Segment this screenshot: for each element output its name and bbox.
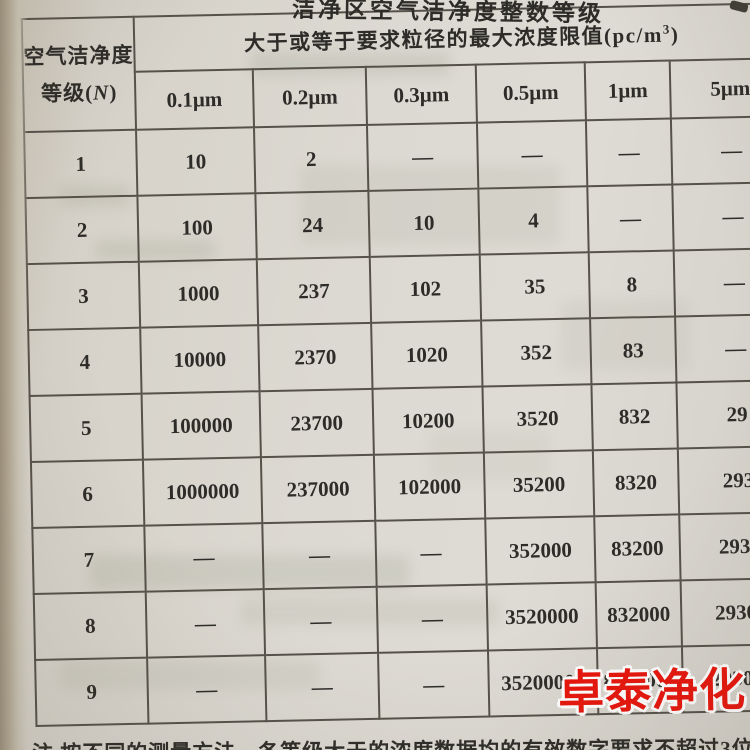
cell-value: — [673, 247, 750, 317]
row-header-title: 空气洁净度 等级(N) [21, 16, 137, 133]
cell-value: 352 [481, 318, 592, 387]
cell-value: — [376, 584, 489, 653]
cell-value: — [145, 589, 266, 658]
bleed-through-artifact [95, 240, 215, 260]
cell-value: 3520000 [486, 582, 597, 651]
cell-value: 29300 [680, 577, 750, 647]
cell-class: 8 [33, 591, 148, 660]
cell-value: — [263, 586, 379, 656]
cell-value: 102000 [373, 452, 486, 521]
bleed-through-artifact [60, 185, 130, 207]
cell-value: — [144, 523, 264, 592]
row-header-line2: 等级(N) [40, 79, 118, 106]
cell-class: 7 [32, 525, 146, 594]
cell-value: 352000 [485, 516, 596, 585]
cell-value: 832000 [595, 580, 682, 649]
cell-value: — [585, 118, 673, 187]
cell-value: 1000 [138, 259, 259, 328]
cell-value: 4 [478, 186, 589, 255]
page-left-edge [0, 0, 28, 750]
cell-value: — [378, 650, 490, 719]
cell-value: — [675, 313, 750, 383]
cell-value: — [672, 182, 750, 251]
cell-value: 100 [137, 193, 257, 262]
cell-value: 10 [136, 127, 256, 196]
cell-class: 2 [25, 195, 139, 265]
cell-value: — [262, 520, 377, 590]
cell-value: 102 [369, 254, 482, 323]
table-caption: 洁净区空气洁净度整数等级 [291, 0, 605, 27]
cell-value: 83200 [594, 514, 681, 583]
cell-value: — [366, 122, 479, 191]
cell-value: 10 [368, 188, 480, 257]
cell-class: 6 [30, 459, 145, 528]
bleed-through-artifact [240, 598, 500, 626]
cell-value: 237000 [260, 454, 376, 524]
bleed-through-artifact [300, 165, 560, 245]
table-footnote: 注 按不同的测量方法，各等级大于的浓度数据均的有效数字要求不超过3位 [32, 732, 750, 750]
cell-value: 2930 [679, 511, 750, 581]
cell-value: 10000 [140, 325, 260, 394]
cell-value: 100000 [141, 391, 261, 460]
cell-value: — [587, 184, 674, 253]
cell-value: 293 [677, 445, 750, 515]
cell-value: 35 [479, 252, 591, 321]
row-header-line1: 空气洁净度 [23, 42, 134, 69]
column-header-1um: 1μm [584, 60, 671, 121]
class-variable-n: N [92, 79, 110, 105]
cell-value: 83 [590, 316, 677, 385]
cell-value: — [670, 116, 750, 185]
cell-class: 4 [28, 327, 142, 397]
cell-value: — [265, 652, 380, 722]
bleed-through-artifact [250, 52, 450, 76]
cell-value: 832 [591, 382, 678, 451]
bleed-through-artifact [560, 300, 690, 370]
cell-value: 10200 [372, 386, 484, 455]
cell-value: 3520 [482, 384, 593, 453]
cell-value: 237 [256, 256, 372, 326]
column-header-0.2um: 0.2μm [252, 66, 367, 128]
cell-value: 35200 [483, 450, 595, 519]
zhuotai-watermark: 卓泰净化 [557, 663, 747, 719]
cell-value: 2 [253, 124, 369, 194]
column-header-5um: 5μm [669, 58, 750, 119]
cell-value: — [147, 655, 267, 724]
cell-value: — [375, 518, 487, 587]
cell-class: 1 [24, 129, 138, 199]
column-header-0.3um: 0.3μm [365, 64, 477, 125]
cell-value: 1020 [371, 320, 483, 389]
cell-class: 9 [35, 657, 149, 726]
cell-value: 2370 [258, 322, 373, 392]
air-cleanliness-class-table: 空气洁净度 等级(N) 大于或等于要求粒径的最大浓度限值(pc/m3) 0.1μ… [21, 2, 750, 727]
cell-value: 29 [676, 379, 750, 449]
cell-class: 3 [26, 261, 141, 331]
column-header-0.5um: 0.5μm [475, 62, 586, 123]
cell-value: 24 [255, 190, 370, 260]
cell-value: 23700 [259, 388, 374, 458]
column-header-0.1um: 0.1μm [134, 69, 254, 130]
cleanliness-table-sheet: 空气洁净度 等级(N) 大于或等于要求粒径的最大浓度限值(pc/m3) 0.1μ… [21, 2, 750, 727]
cell-value: 8320 [592, 448, 680, 517]
bleed-through-artifact [90, 555, 410, 589]
cell-class: 5 [29, 393, 143, 463]
cell-value: — [476, 120, 588, 189]
cell-value: 1000000 [142, 457, 263, 526]
cell-value: 8 [588, 250, 676, 319]
bleed-through-artifact [430, 430, 550, 480]
bleed-through-artifact [60, 660, 320, 690]
